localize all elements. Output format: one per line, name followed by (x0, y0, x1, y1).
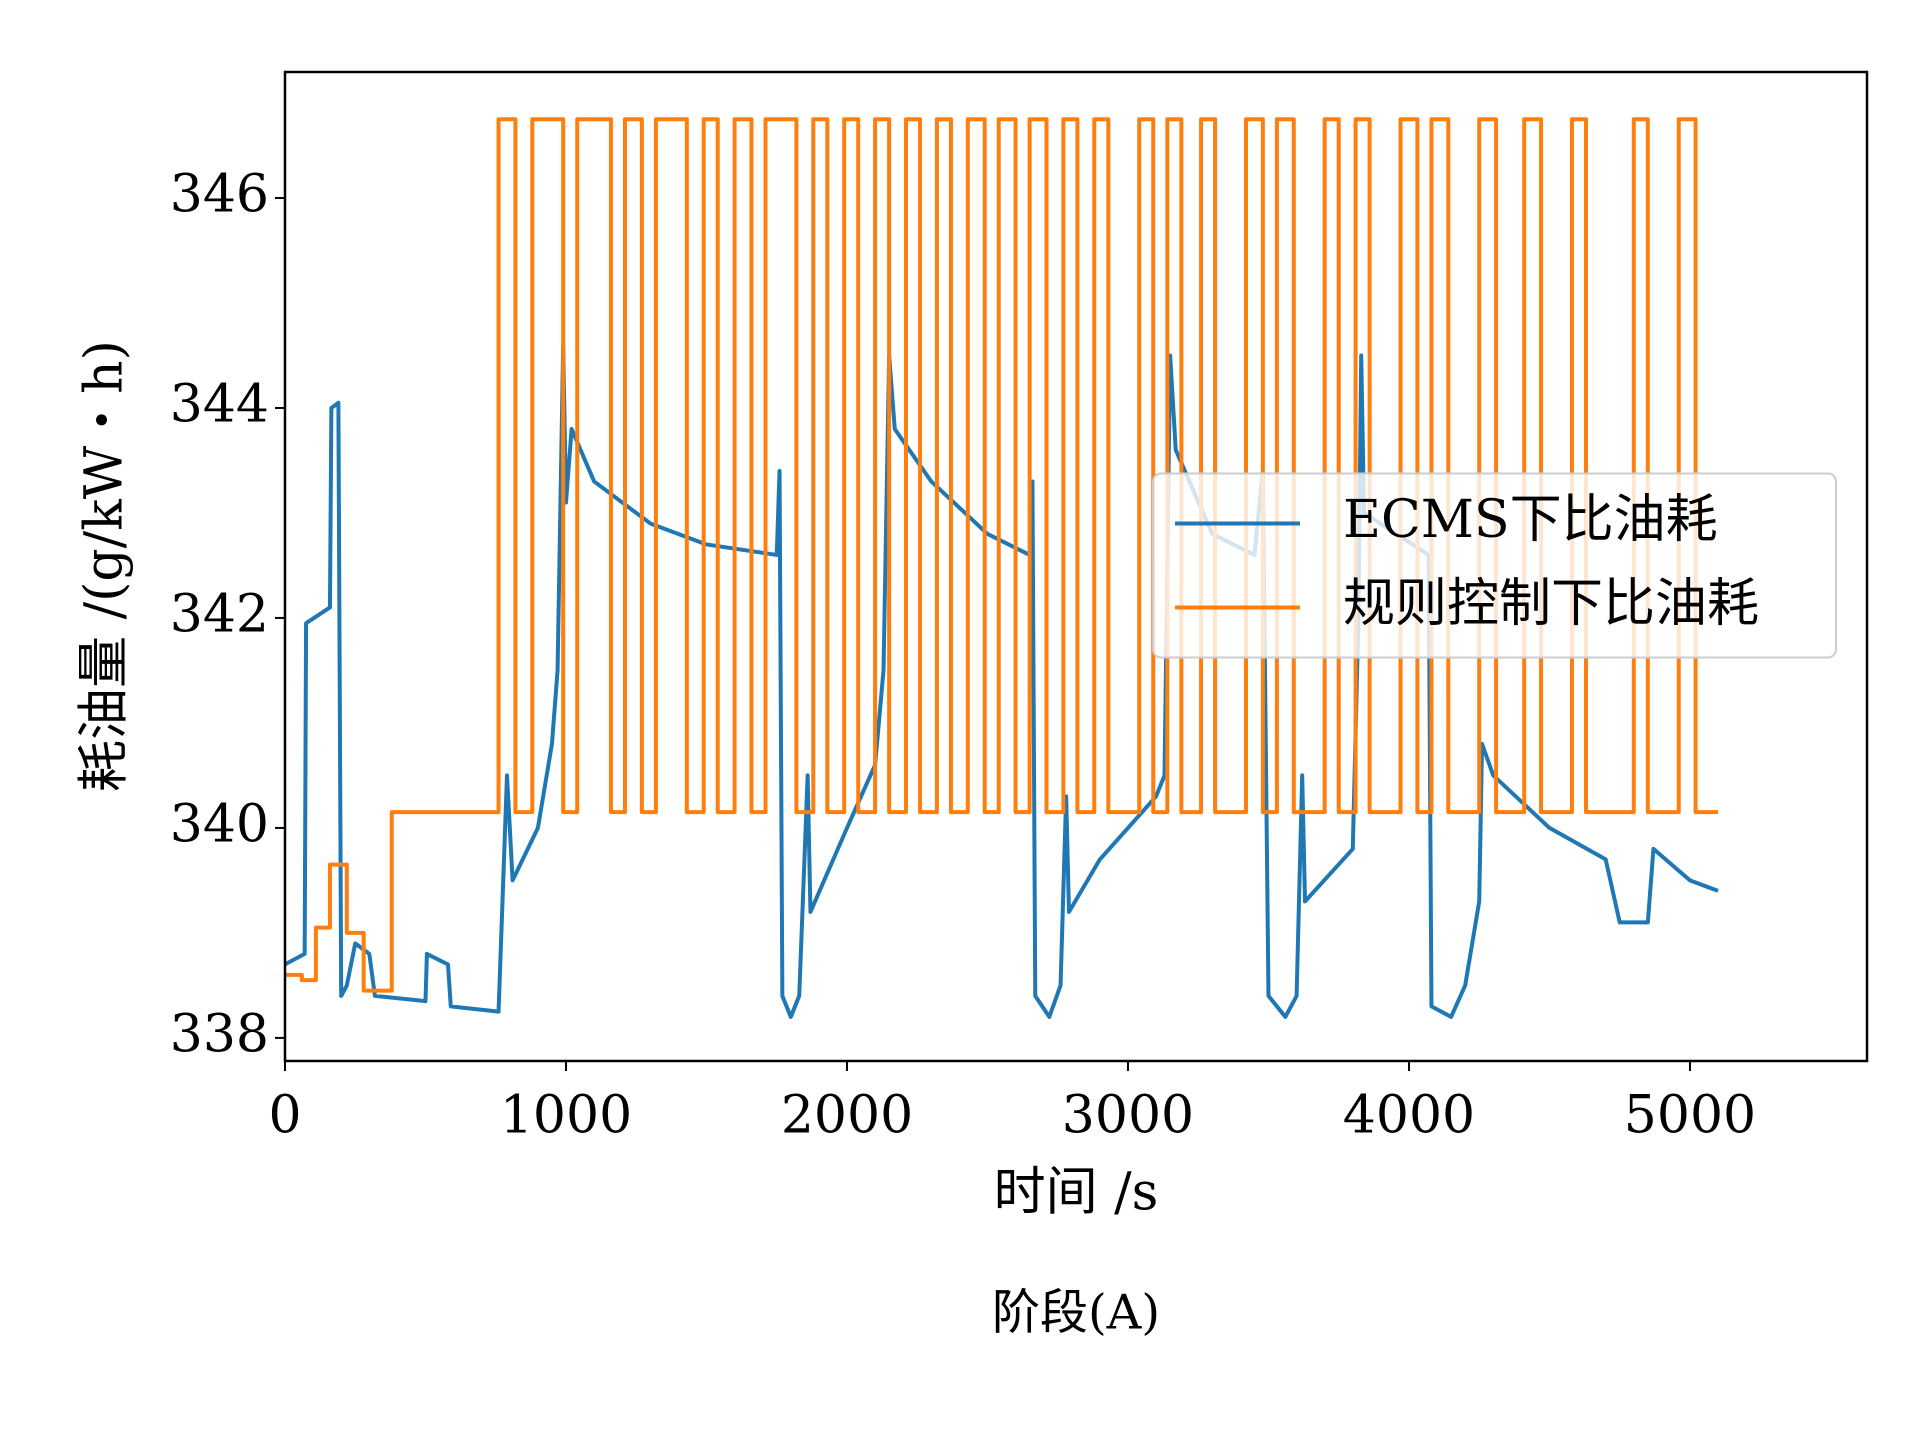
plot-frame (283, 70, 1869, 1063)
legend-label: 规则控制下比油耗 (1343, 574, 1759, 634)
y-tick-label: 346 (170, 164, 269, 224)
x-axis-label: 时间 /s (994, 1163, 1159, 1223)
y-tick-label: 338 (170, 1004, 269, 1064)
y-tick-label: 344 (170, 374, 269, 434)
x-tick-label: 4000 (1343, 1086, 1475, 1146)
legend-box (1152, 472, 1837, 659)
x-tick-label: 3000 (1062, 1086, 1194, 1146)
data-line (285, 117, 1719, 993)
x-tick-label: 0 (268, 1086, 301, 1146)
x-tick-label: 2000 (781, 1086, 913, 1146)
legend-label: ECMS下比油耗 (1343, 490, 1718, 550)
y-axis-label: 耗油量 /(g/kW・h) (75, 340, 135, 792)
x-tick-label: 1000 (500, 1086, 632, 1146)
x-tick-label: 5000 (1624, 1086, 1756, 1146)
y-tick-label: 340 (170, 794, 269, 854)
caption: 阶段(A) (992, 1285, 1160, 1341)
y-tick-label: 342 (170, 584, 269, 644)
